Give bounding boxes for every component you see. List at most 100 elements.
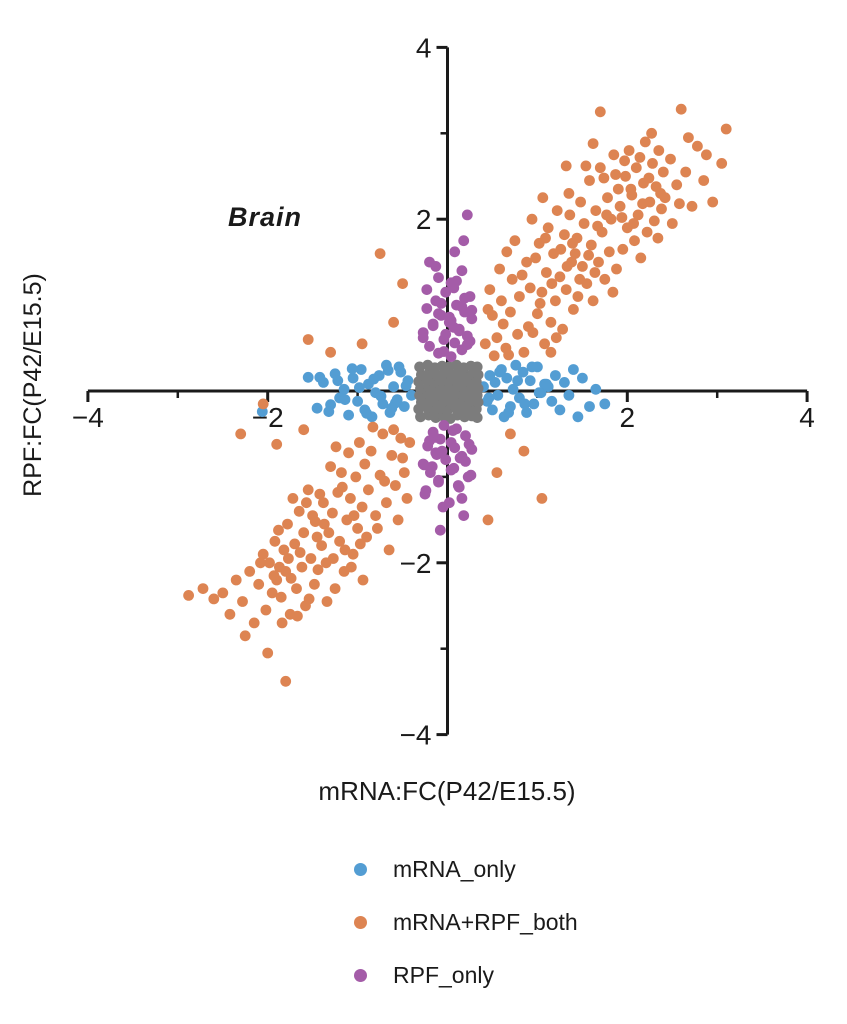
data-point bbox=[716, 158, 728, 169]
data-point bbox=[440, 328, 452, 340]
data-point bbox=[271, 438, 283, 450]
data-point bbox=[438, 346, 450, 357]
data-point bbox=[379, 475, 390, 487]
data-point bbox=[492, 389, 504, 401]
data-point bbox=[460, 456, 471, 467]
data-point bbox=[451, 275, 462, 287]
data-point bbox=[296, 561, 308, 573]
data-point bbox=[456, 493, 468, 504]
data-point bbox=[611, 263, 622, 275]
data-point bbox=[646, 127, 657, 139]
data-point bbox=[275, 591, 287, 603]
data-point bbox=[629, 235, 640, 247]
data-point bbox=[248, 617, 260, 629]
data-point bbox=[424, 435, 435, 447]
data-point bbox=[435, 298, 447, 309]
data-point bbox=[536, 493, 548, 504]
data-point bbox=[665, 153, 676, 165]
data-point bbox=[683, 132, 694, 144]
data-point bbox=[357, 574, 369, 586]
legend-swatch-mrna-only-icon bbox=[354, 862, 367, 876]
data-point bbox=[418, 459, 430, 471]
data-point bbox=[334, 535, 345, 547]
legend-swatch-rpf-only-icon bbox=[354, 968, 367, 982]
plot-annotation-brain: Brain bbox=[228, 202, 303, 232]
data-point bbox=[262, 647, 274, 659]
data-point bbox=[302, 484, 314, 496]
data-point bbox=[560, 160, 572, 172]
data-point bbox=[489, 377, 501, 388]
data-point bbox=[392, 514, 404, 526]
data-point bbox=[431, 449, 443, 460]
data-point bbox=[420, 485, 432, 496]
data-point bbox=[372, 523, 383, 534]
data-point bbox=[610, 169, 621, 180]
data-point bbox=[585, 239, 597, 251]
data-point bbox=[487, 404, 498, 416]
data-point bbox=[634, 152, 646, 163]
legend-item-mrna-only: mRNA_only bbox=[354, 855, 578, 883]
data-point bbox=[260, 604, 272, 616]
data-point bbox=[587, 295, 599, 307]
data-point bbox=[338, 383, 350, 395]
data-point bbox=[526, 361, 538, 373]
data-point bbox=[568, 364, 579, 375]
data-point bbox=[433, 272, 444, 283]
data-point bbox=[590, 205, 602, 217]
data-point bbox=[268, 570, 280, 582]
data-point bbox=[545, 346, 557, 358]
legend-swatch-mrna-rpf-both-icon bbox=[354, 915, 367, 929]
data-point bbox=[463, 438, 475, 450]
data-point bbox=[426, 461, 438, 472]
data-point bbox=[274, 561, 285, 573]
data-point bbox=[524, 375, 536, 387]
data-point bbox=[590, 383, 602, 395]
data-point bbox=[321, 596, 333, 607]
data-point bbox=[434, 524, 446, 536]
data-point bbox=[594, 106, 606, 118]
data-point bbox=[466, 313, 478, 325]
data-point bbox=[301, 497, 312, 509]
data-point bbox=[383, 544, 395, 556]
data-point bbox=[336, 467, 347, 478]
data-point bbox=[639, 136, 651, 148]
data-point bbox=[466, 304, 478, 316]
data-point bbox=[518, 445, 530, 457]
data-point bbox=[569, 248, 581, 259]
data-point bbox=[526, 213, 538, 225]
data-point bbox=[675, 103, 687, 115]
data-point bbox=[471, 412, 483, 423]
data-point bbox=[464, 335, 476, 347]
data-point bbox=[577, 261, 588, 272]
data-point bbox=[361, 531, 372, 543]
data-point bbox=[628, 218, 639, 229]
data-point bbox=[264, 557, 275, 569]
data-point bbox=[424, 340, 435, 352]
data-point bbox=[438, 420, 450, 431]
data-point bbox=[546, 395, 558, 407]
data-point bbox=[456, 301, 468, 313]
data-point bbox=[367, 421, 379, 433]
data-point bbox=[560, 284, 572, 295]
data-point bbox=[449, 442, 461, 454]
data-point bbox=[406, 389, 417, 401]
data-point bbox=[680, 166, 692, 178]
data-point bbox=[575, 196, 586, 208]
data-point bbox=[257, 398, 269, 410]
data-point bbox=[491, 467, 503, 478]
data-point bbox=[501, 246, 513, 258]
data-point bbox=[617, 243, 629, 255]
data-point bbox=[354, 382, 365, 393]
data-point bbox=[303, 593, 315, 605]
data-point bbox=[483, 392, 495, 404]
data-point bbox=[316, 540, 327, 551]
data-point bbox=[293, 505, 305, 517]
data-point bbox=[580, 160, 592, 172]
data-point bbox=[347, 372, 359, 384]
data-point bbox=[370, 510, 381, 521]
data-point bbox=[235, 428, 247, 440]
data-point bbox=[311, 402, 323, 414]
data-point bbox=[302, 334, 314, 345]
data-point bbox=[309, 578, 320, 590]
data-point bbox=[568, 304, 579, 315]
